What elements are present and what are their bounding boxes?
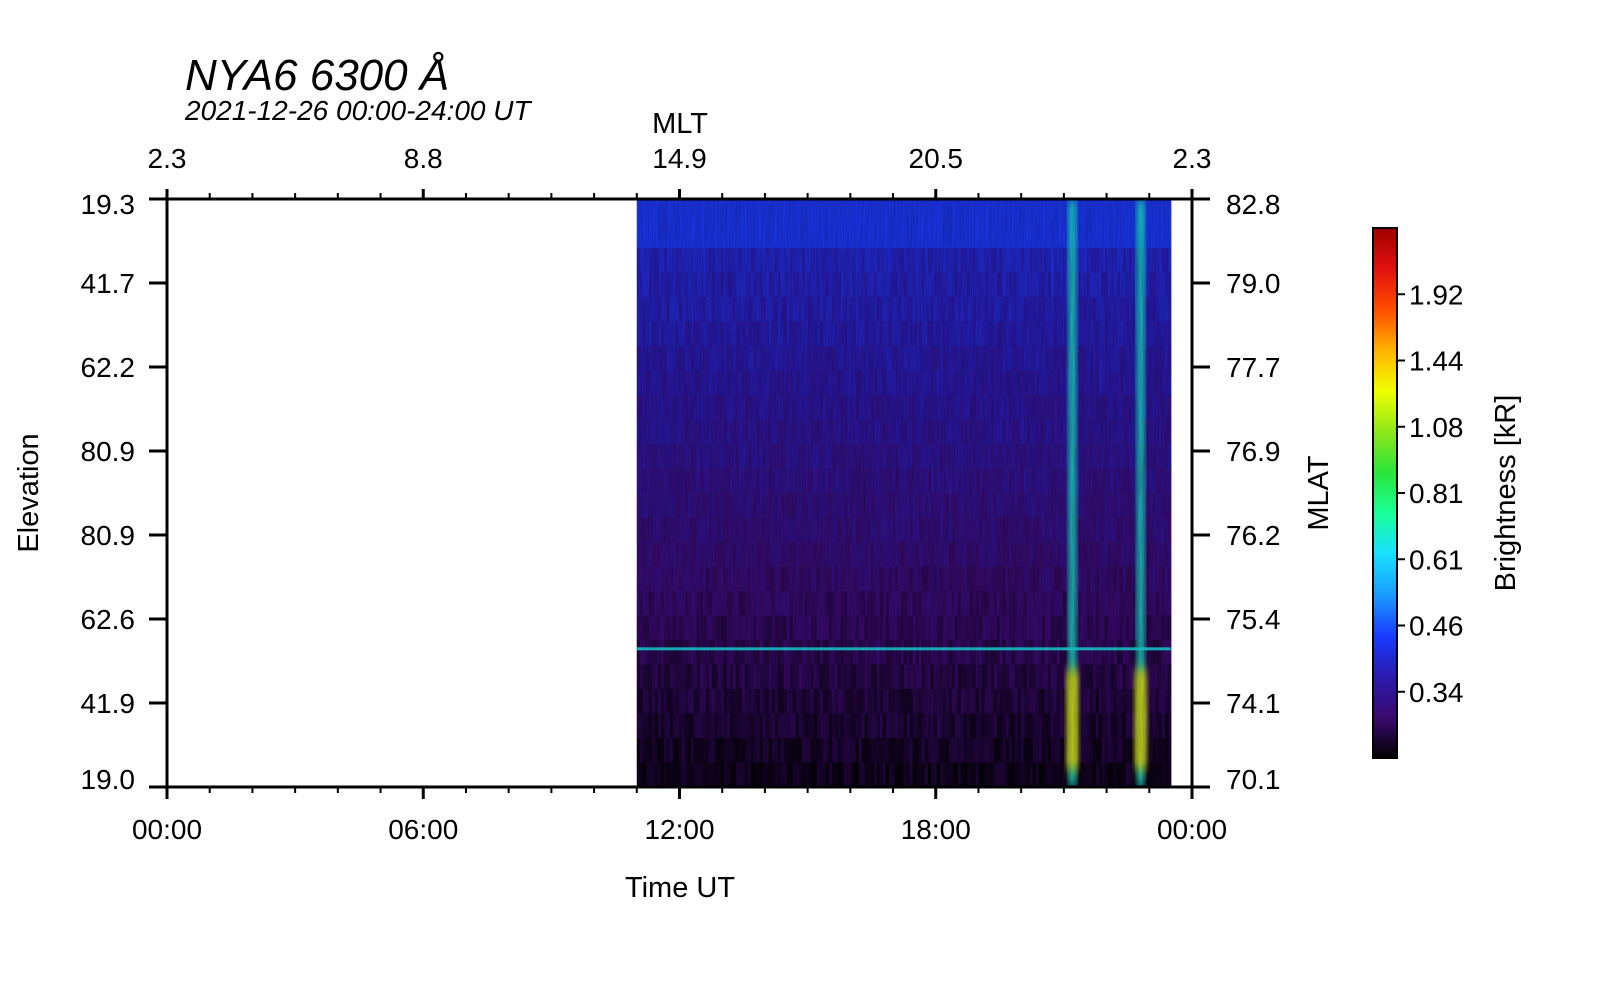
right-tick-label: 70.1 <box>1226 764 1281 795</box>
colorbar-tick-label: 0.46 <box>1409 611 1464 642</box>
y-tick-label: 80.9 <box>81 520 136 551</box>
right-tick-label: 76.2 <box>1226 520 1281 551</box>
top-tick-label: 8.8 <box>404 143 443 174</box>
right-axis-label: MLAT <box>1303 455 1335 530</box>
top-tick-label: 20.5 <box>909 143 964 174</box>
x-tick-label: 18:00 <box>901 814 971 845</box>
x-tick-label: 06:00 <box>388 814 458 845</box>
right-tick-label: 82.8 <box>1226 189 1281 220</box>
colorbar-tick-label: 1.08 <box>1409 412 1464 443</box>
top-tick-label: 2.3 <box>148 143 187 174</box>
right-tick-label: 76.9 <box>1226 436 1281 467</box>
heatmap-image <box>636 199 1172 787</box>
right-tick-label: 75.4 <box>1226 604 1281 635</box>
top-axis-label: MLT <box>652 108 708 140</box>
x-tick-label: 00:00 <box>1157 814 1227 845</box>
x-tick-label: 12:00 <box>644 814 714 845</box>
top-tick-label: 2.3 <box>1173 143 1212 174</box>
colorbar-tick-label: 1.44 <box>1409 346 1464 377</box>
noise-overlay <box>636 199 1171 787</box>
right-tick-label: 77.7 <box>1226 352 1281 383</box>
y-axis-label: Elevation <box>13 433 45 552</box>
right-tick-label: 74.1 <box>1226 688 1281 719</box>
x-tick-label: 00:00 <box>132 814 202 845</box>
chart-title: NYA6 6300 Å <box>185 51 449 100</box>
y-tick-label: 19.0 <box>81 764 136 795</box>
y-tick-label: 41.9 <box>81 688 136 719</box>
chart-subtitle: 2021-12-26 00:00-24:00 UT <box>184 95 532 126</box>
colorbar-tick-label: 0.81 <box>1409 478 1464 509</box>
y-tick-label: 41.7 <box>81 268 136 299</box>
x-axis-label: Time UT <box>625 872 735 904</box>
colorbar-ticks: 1.92 1.44 1.08 0.81 0.61 0.46 0.34 <box>1397 279 1464 708</box>
colorbar <box>1372 227 1398 759</box>
colorbar-tick-label: 0.34 <box>1409 677 1464 708</box>
axes: 00:00 06:00 12:00 18:00 00:00 2.3 8.8 14.9 20.5 2… <box>81 143 1281 845</box>
y-tick-label: 62.6 <box>81 604 136 635</box>
top-tick-label: 14.9 <box>652 143 707 174</box>
y-tick-label: 19.3 <box>81 189 136 220</box>
colorbar-tick-label: 0.61 <box>1409 544 1464 575</box>
y-tick-label: 80.9 <box>81 436 136 467</box>
colorbar-label: Brightness [kR] <box>1490 395 1522 592</box>
y-tick-label: 62.2 <box>81 352 136 383</box>
colorbar-tick-label: 1.92 <box>1409 279 1464 310</box>
right-tick-label: 79.0 <box>1226 268 1281 299</box>
